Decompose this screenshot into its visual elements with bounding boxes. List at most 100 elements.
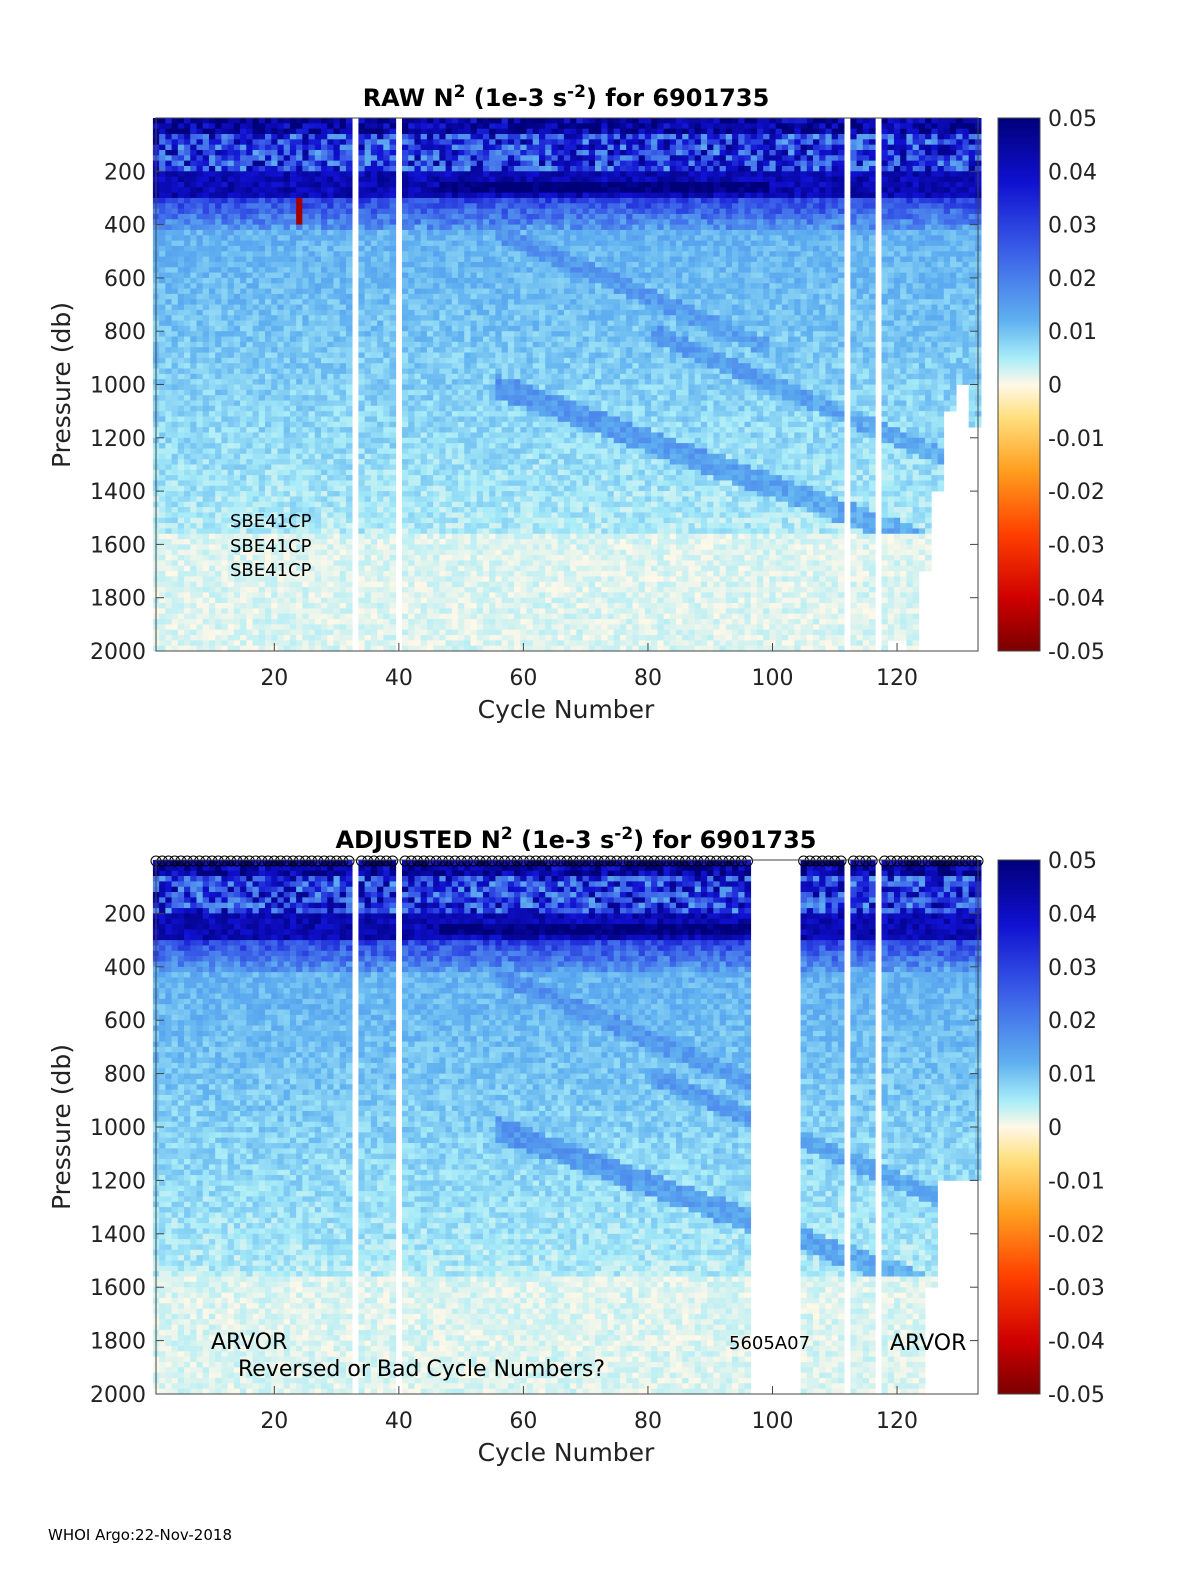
heatmap-cell <box>389 256 397 263</box>
heatmap-cell <box>402 469 409 476</box>
heatmap-cell <box>271 437 278 444</box>
heatmap-cell <box>289 485 297 492</box>
heatmap-cell <box>233 229 241 236</box>
heatmap-cell <box>445 421 453 428</box>
heatmap-cell <box>221 384 228 391</box>
heatmap-cell <box>252 597 260 604</box>
heatmap-cell <box>190 181 197 188</box>
heatmap-cell <box>370 315 378 321</box>
heatmap-cell <box>439 459 446 465</box>
heatmap-cell <box>420 496 428 503</box>
heatmap-cell <box>339 368 347 375</box>
heatmap-cell <box>408 448 415 455</box>
heatmap-cell <box>196 309 204 316</box>
heatmap-cell <box>358 320 365 327</box>
heatmap-cell <box>289 341 297 348</box>
heatmap-cell <box>464 480 471 487</box>
heatmap-cell <box>265 533 272 540</box>
heatmap-cell <box>159 549 166 556</box>
heatmap-cell <box>445 613 453 620</box>
heatmap-cell <box>383 539 390 545</box>
heatmap-cell <box>383 581 390 588</box>
heatmap-cell <box>345 288 353 295</box>
heatmap-cell <box>202 539 210 545</box>
heatmap-cell <box>402 640 409 647</box>
heatmap-cell <box>271 315 278 321</box>
heatmap-cell <box>408 544 415 551</box>
heatmap-cell <box>370 587 378 593</box>
heatmap-cell <box>426 320 434 327</box>
heatmap-cell <box>370 304 378 311</box>
heatmap-cell <box>314 315 322 321</box>
heatmap-cell <box>190 155 197 162</box>
heatmap-cell <box>333 160 341 167</box>
heatmap-cell <box>221 357 228 364</box>
heatmap-cell <box>227 208 235 215</box>
heatmap-cell <box>464 293 471 300</box>
heatmap-cell <box>370 389 378 396</box>
heatmap-cell <box>345 251 353 257</box>
heatmap-cell <box>165 208 172 215</box>
heatmap-cell <box>445 640 453 647</box>
heatmap-cell <box>202 320 210 327</box>
heatmap-cell <box>177 405 185 412</box>
heatmap-cell <box>420 229 428 236</box>
heatmap-cell <box>184 203 191 210</box>
heatmap-cell <box>215 491 222 497</box>
heatmap-cell <box>221 176 228 183</box>
heatmap-cell <box>227 315 235 321</box>
heatmap-cell <box>202 288 210 295</box>
heatmap-cell <box>464 245 471 252</box>
heatmap-cell <box>414 496 422 503</box>
heatmap-cell <box>221 229 228 236</box>
heatmap-cell <box>345 155 353 162</box>
heatmap-cell <box>464 203 471 210</box>
heatmap-cell <box>277 336 285 343</box>
heatmap-cell <box>190 176 197 183</box>
heatmap-cell <box>196 496 204 503</box>
heatmap-cell <box>345 261 353 268</box>
heatmap-cell <box>402 517 409 524</box>
heatmap-cell <box>370 123 378 130</box>
heatmap-cell <box>333 405 341 412</box>
heatmap-cell <box>358 368 365 375</box>
heatmap-cell <box>308 277 316 284</box>
heatmap-cell <box>314 283 322 289</box>
heatmap-cell <box>364 576 372 583</box>
heatmap-cell <box>451 133 459 140</box>
heatmap-cell <box>215 176 222 183</box>
heatmap-cell <box>159 469 166 476</box>
heatmap-cell <box>277 501 285 508</box>
heatmap-cell <box>265 624 272 631</box>
heatmap-cell <box>433 629 440 636</box>
heatmap-cell <box>171 432 179 439</box>
heatmap-cell <box>233 267 241 273</box>
heatmap-cell <box>358 357 365 364</box>
heatmap-cell <box>221 325 228 332</box>
heatmap-cell <box>246 549 253 556</box>
heatmap-cell <box>252 208 260 215</box>
heatmap-cell <box>159 240 166 247</box>
heatmap-cell <box>377 373 384 380</box>
heatmap-cell <box>190 597 197 604</box>
heatmap-cell <box>408 603 415 609</box>
heatmap-cell <box>196 603 204 609</box>
heatmap-cell <box>215 325 222 332</box>
heatmap-cell <box>252 384 260 391</box>
heatmap-cell <box>458 597 465 604</box>
heatmap-cell <box>196 475 204 481</box>
heatmap-cell <box>171 443 179 449</box>
heatmap-cell <box>451 245 459 252</box>
heatmap-cell <box>289 437 297 444</box>
heatmap-cell <box>296 411 303 417</box>
heatmap-cell <box>246 613 253 620</box>
heatmap-cell <box>339 261 347 268</box>
heatmap-cell <box>265 395 272 401</box>
heatmap-cell <box>177 373 185 380</box>
heatmap-cell <box>221 288 228 295</box>
heatmap-cell <box>370 608 378 615</box>
heatmap-cell <box>252 320 260 327</box>
heatmap-cell <box>296 587 303 593</box>
heatmap-cell <box>296 139 303 146</box>
heatmap-cell <box>233 523 241 529</box>
